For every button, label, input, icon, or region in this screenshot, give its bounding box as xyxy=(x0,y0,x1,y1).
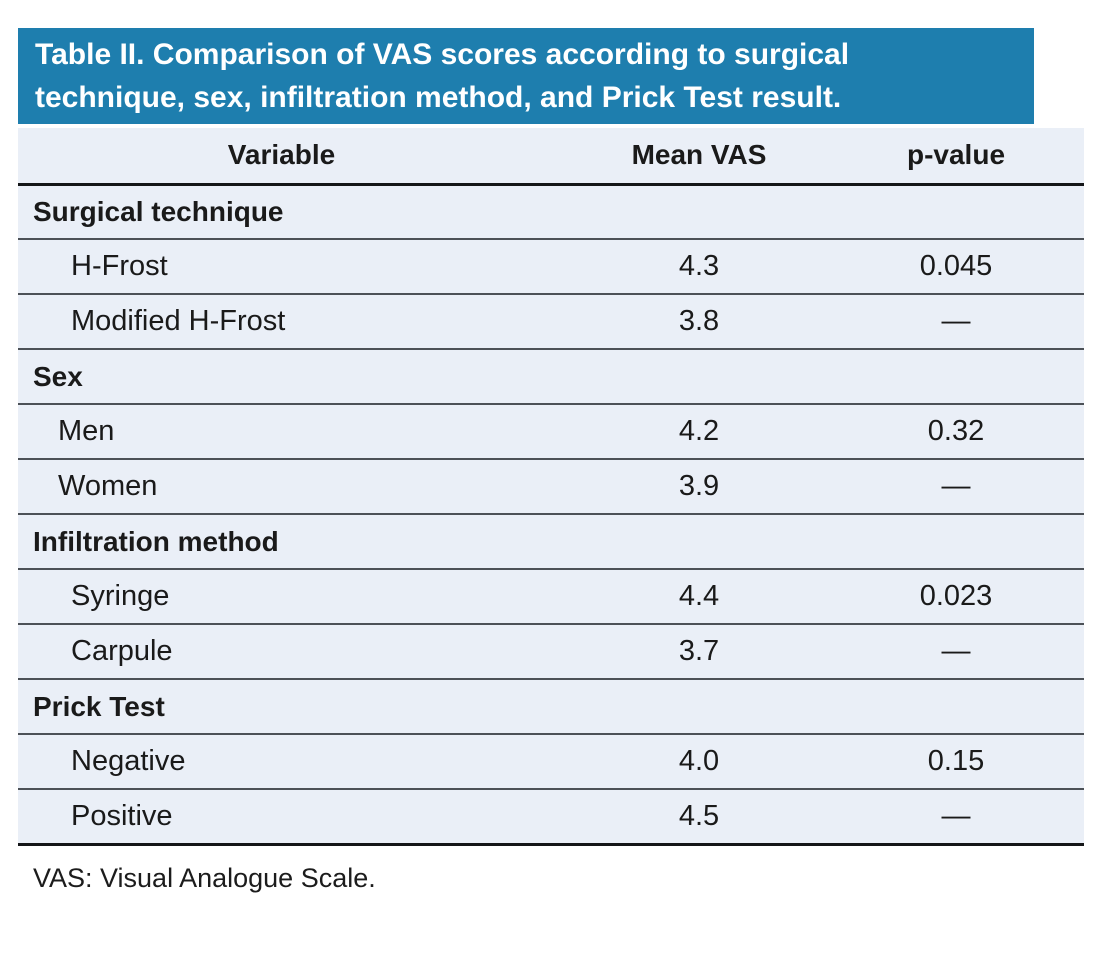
p-value: 0.023 xyxy=(853,569,1084,625)
section-row-surgical-technique: Surgical technique xyxy=(18,184,1084,240)
section-label: Surgical technique xyxy=(18,184,1084,240)
table-row: Men 4.2 0.32 xyxy=(18,404,1084,460)
column-header-p-value: p-value xyxy=(853,128,1084,186)
mean-vas-value: 4.4 xyxy=(545,569,853,625)
mean-vas-value: 3.7 xyxy=(545,624,853,680)
mean-vas-value: 4.2 xyxy=(545,404,853,460)
section-label: Infiltration method xyxy=(18,514,1084,570)
row-label: Carpule xyxy=(18,624,545,680)
row-label: Syringe xyxy=(18,569,545,625)
row-label: H-Frost xyxy=(18,239,545,295)
row-label: Men xyxy=(18,404,545,460)
table-figure: Table II. Comparison of VAS scores accor… xyxy=(18,28,1084,894)
table-row: Women 3.9 — xyxy=(18,459,1084,515)
table-title-line-1: Table II. Comparison of VAS scores accor… xyxy=(35,38,850,71)
row-label: Positive xyxy=(18,789,545,846)
p-value: — xyxy=(853,459,1084,515)
p-value: 0.045 xyxy=(853,239,1084,295)
mean-vas-value: 4.0 xyxy=(545,734,853,790)
p-value: — xyxy=(853,624,1084,680)
section-label: Sex xyxy=(18,349,1084,405)
table-row: Syringe 4.4 0.023 xyxy=(18,569,1084,625)
p-value: — xyxy=(853,294,1084,350)
table-row: H-Frost 4.3 0.045 xyxy=(18,239,1084,295)
section-row-sex: Sex xyxy=(18,349,1084,405)
section-label: Prick Test xyxy=(18,679,1084,735)
mean-vas-value: 4.5 xyxy=(545,789,853,846)
row-label: Women xyxy=(18,459,545,515)
section-row-infiltration-method: Infiltration method xyxy=(18,514,1084,570)
mean-vas-value: 3.9 xyxy=(545,459,853,515)
vas-comparison-table: Variable Mean VAS p-value Surgical techn… xyxy=(18,128,1084,846)
section-row-prick-test: Prick Test xyxy=(18,679,1084,735)
p-value: 0.32 xyxy=(853,404,1084,460)
mean-vas-value: 3.8 xyxy=(545,294,853,350)
column-header-row: Variable Mean VAS p-value xyxy=(18,128,1084,186)
table-row: Carpule 3.7 — xyxy=(18,624,1084,680)
column-header-variable: Variable xyxy=(18,128,545,186)
table-row: Modified H-Frost 3.8 — xyxy=(18,294,1084,350)
table-title-line-2: technique, sex, infiltration method, and… xyxy=(35,81,842,114)
p-value: — xyxy=(853,789,1084,846)
table-title: Table II. Comparison of VAS scores accor… xyxy=(18,28,1034,124)
table-footnote: VAS: Visual Analogue Scale. xyxy=(33,862,376,893)
table-row: Positive 4.5 — xyxy=(18,789,1084,846)
row-label: Negative xyxy=(18,734,545,790)
p-value: 0.15 xyxy=(853,734,1084,790)
table-row: Negative 4.0 0.15 xyxy=(18,734,1084,790)
row-label: Modified H-Frost xyxy=(18,294,545,350)
mean-vas-value: 4.3 xyxy=(545,239,853,295)
column-header-mean-vas: Mean VAS xyxy=(545,128,853,186)
